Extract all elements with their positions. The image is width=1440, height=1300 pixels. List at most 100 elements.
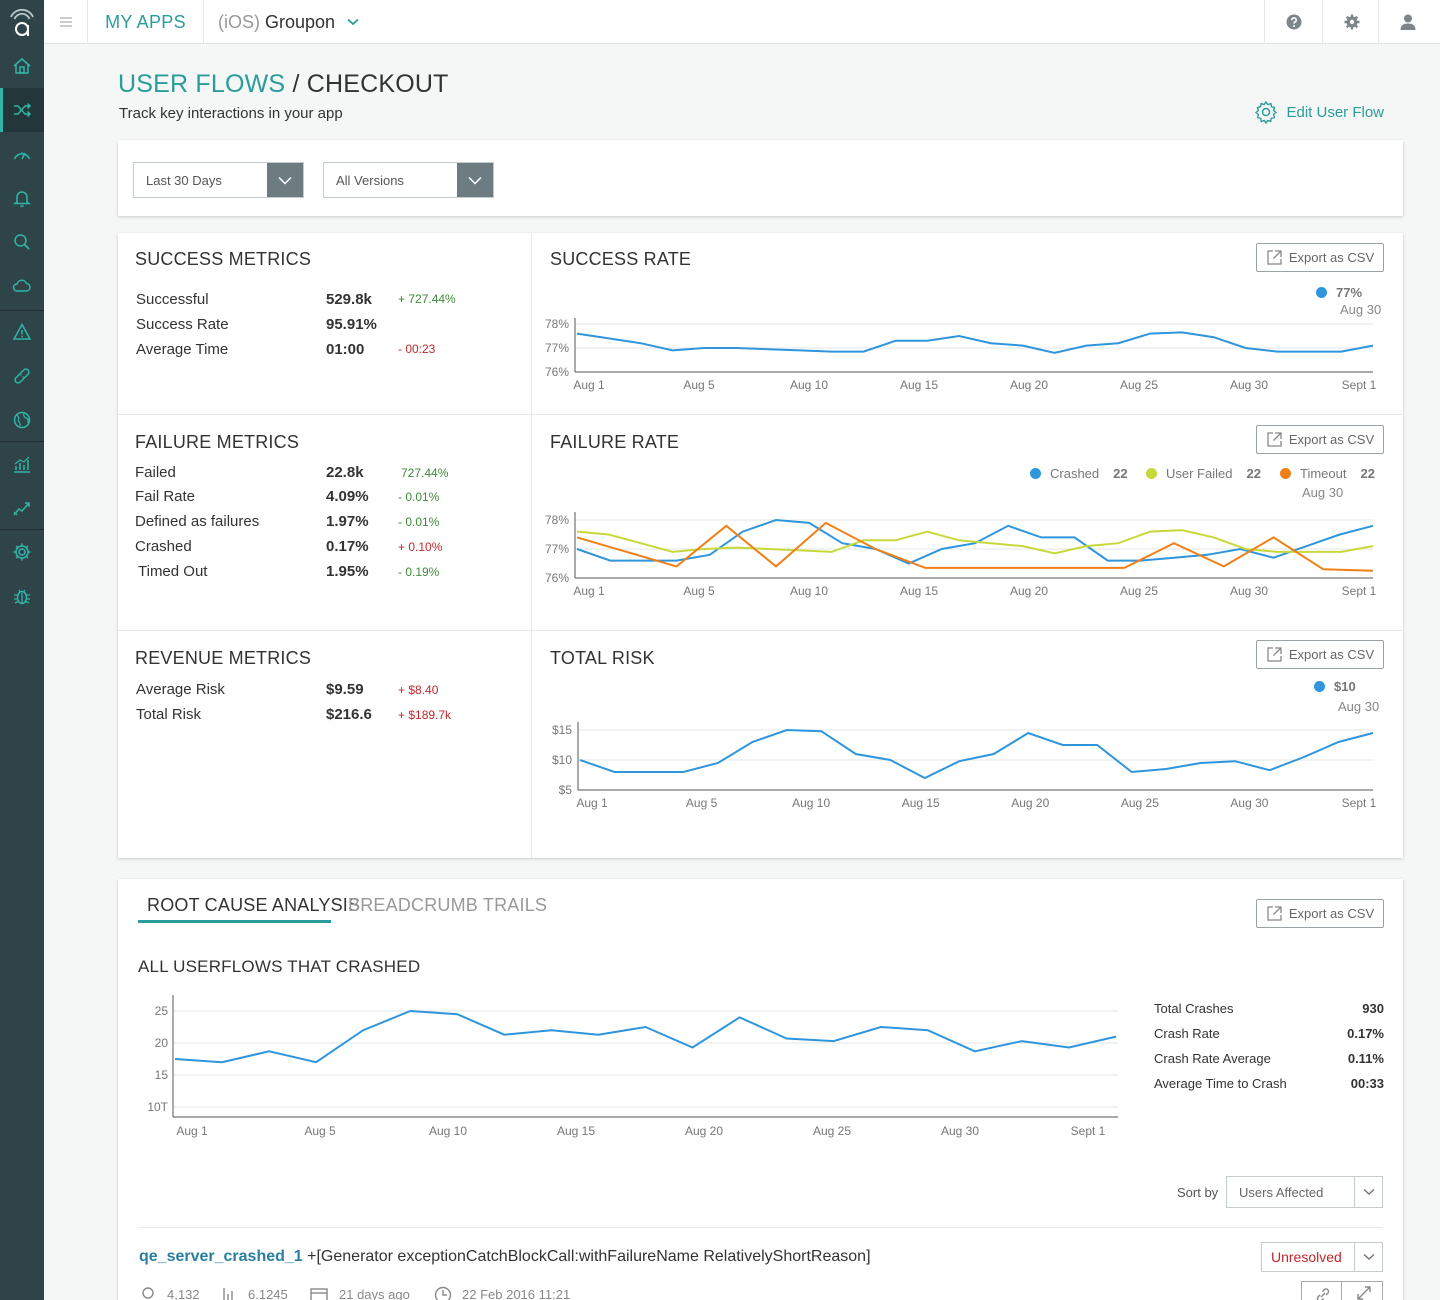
x-tick-label: Aug 10 bbox=[792, 796, 830, 810]
settings-button[interactable] bbox=[1322, 0, 1380, 44]
sidebar-item-geo[interactable] bbox=[0, 398, 44, 442]
breadcrumb-separator: / bbox=[292, 70, 300, 98]
page-subtitle: Track key interactions in your app bbox=[119, 105, 343, 122]
crash-name-link[interactable]: qe_server_crashed_1 bbox=[139, 1248, 303, 1265]
x-tick-label: Aug 15 bbox=[902, 796, 940, 810]
dropdown-toggle[interactable] bbox=[457, 163, 493, 197]
export-csv-button[interactable]: Export as CSV bbox=[1256, 899, 1384, 928]
y-tick-label: 10T bbox=[147, 1100, 168, 1114]
root-cause-card: ROOT CAUSE ANALYSIS BREADCRUMB TRAILS Ex… bbox=[118, 879, 1403, 1300]
dropdown-toggle[interactable] bbox=[1354, 1243, 1382, 1271]
tab-breadcrumb-trails[interactable]: BREADCRUMB TRAILS bbox=[348, 895, 548, 915]
sidebar-item-cloud[interactable] bbox=[0, 264, 44, 308]
x-tick-label: Sept 1 bbox=[1342, 378, 1377, 392]
location-icon bbox=[142, 1287, 154, 1299]
cloud-icon bbox=[12, 279, 31, 292]
y-tick-label: 78% bbox=[545, 513, 569, 527]
metric-value: 01:00 bbox=[326, 341, 365, 358]
profile-button[interactable] bbox=[1378, 0, 1436, 44]
breadcrumb-user-flows[interactable]: USER FLOWS bbox=[118, 70, 286, 98]
crashed-chart: 25 20 15 10T Aug 1 Aug 5 Aug 10 Aug 15 Aug 20 Aug… bbox=[147, 995, 1118, 1138]
sort-select[interactable]: Users Affected bbox=[1226, 1176, 1383, 1208]
sidebar-item-bugs[interactable] bbox=[0, 574, 44, 618]
tab-root-cause-analysis[interactable]: ROOT CAUSE ANALYSIS bbox=[147, 895, 361, 915]
success-rate-chart: 78% 77% 76% Aug 1 Aug 5 Aug 10 Aug 15 Aug 20 Aug… bbox=[545, 318, 1377, 392]
export-label: Export as CSV bbox=[1288, 906, 1375, 921]
bell-icon bbox=[12, 191, 32, 208]
help-icon bbox=[1286, 14, 1301, 30]
legend-dot bbox=[1030, 468, 1041, 479]
x-tick-label: Aug 10 bbox=[790, 378, 828, 392]
metric-label: Timed Out bbox=[138, 563, 208, 580]
dropdown-toggle[interactable] bbox=[267, 163, 303, 197]
edit-user-flow-button[interactable]: Edit User Flow bbox=[1254, 100, 1384, 124]
date-range-select[interactable]: Last 30 Days bbox=[133, 162, 304, 198]
metric-value: 1.97% bbox=[326, 513, 369, 530]
series-line bbox=[174, 1009, 1117, 1064]
expand-button[interactable] bbox=[1343, 1282, 1382, 1300]
x-tick-label: Aug 5 bbox=[683, 378, 715, 392]
metric-label: Average Risk bbox=[136, 681, 225, 698]
bar-chart-icon bbox=[14, 456, 30, 473]
legend-item-timeout: Timeout 22 bbox=[1280, 466, 1375, 481]
crash-row[interactable]: qe_server_crashed_1 +[Generator exceptio… bbox=[139, 1248, 871, 1266]
legend-name: Crashed bbox=[1050, 466, 1100, 481]
sidebar-item-home[interactable] bbox=[0, 44, 44, 88]
x-tick-label: Aug 1 bbox=[573, 584, 605, 598]
home-icon bbox=[13, 58, 31, 74]
metric-label: Total Risk bbox=[136, 706, 202, 723]
sidebar-item-trends[interactable] bbox=[0, 486, 44, 530]
sidebar-item-analytics[interactable] bbox=[0, 442, 44, 486]
legend-dot bbox=[1146, 468, 1157, 479]
export-icon bbox=[1267, 906, 1282, 921]
gear-icon bbox=[1344, 14, 1359, 30]
sidebar-item-search[interactable] bbox=[0, 220, 44, 264]
my-apps-link[interactable]: MY APPS bbox=[88, 0, 204, 44]
chevron-down-icon bbox=[347, 18, 359, 26]
x-tick-label: Aug 15 bbox=[557, 1124, 595, 1138]
export-csv-button[interactable]: Export as CSV bbox=[1256, 640, 1384, 669]
legend-name: Timeout bbox=[1300, 466, 1347, 481]
y-tick-label: 77% bbox=[545, 542, 569, 556]
link-button[interactable] bbox=[1302, 1282, 1342, 1300]
export-csv-button[interactable]: Export as CSV bbox=[1256, 243, 1384, 272]
metric-label: Fail Rate bbox=[135, 488, 196, 505]
legend-value: $10 bbox=[1334, 679, 1356, 694]
export-csv-button[interactable]: Export as CSV bbox=[1256, 425, 1384, 454]
sort-label: Sort by bbox=[1177, 1185, 1219, 1200]
failure-metrics-title: FAILURE METRICS bbox=[135, 432, 300, 452]
y-tick-label: 78% bbox=[545, 318, 569, 331]
meta-users: 4,132 bbox=[167, 1287, 200, 1300]
stat-label: Total Crashes bbox=[1154, 1001, 1234, 1016]
sidebar-item-user-flows[interactable] bbox=[0, 88, 44, 132]
metric-label: Crashed bbox=[135, 538, 192, 555]
dropdown-toggle[interactable] bbox=[1354, 1177, 1382, 1207]
stat-value: 0.17% bbox=[1347, 1026, 1384, 1041]
legend-item: 77% bbox=[1316, 285, 1362, 300]
sidebar-item-fixes[interactable] bbox=[0, 354, 44, 398]
app-logo[interactable] bbox=[0, 0, 44, 44]
x-tick-label: Aug 1 bbox=[573, 378, 605, 392]
menu-toggle[interactable] bbox=[44, 0, 88, 44]
gear-outline-icon bbox=[1255, 100, 1278, 124]
link-icon bbox=[1316, 1288, 1330, 1300]
x-tick-label: Sept 1 bbox=[1342, 796, 1377, 810]
export-label: Export as CSV bbox=[1288, 432, 1375, 447]
sidebar-item-alerts[interactable] bbox=[0, 176, 44, 220]
sidebar-item-settings[interactable] bbox=[0, 530, 44, 574]
sort-value: Users Affected bbox=[1239, 1184, 1324, 1200]
help-button[interactable] bbox=[1264, 0, 1322, 44]
legend-value: 77% bbox=[1336, 285, 1363, 300]
status-select[interactable]: Unresolved bbox=[1261, 1242, 1383, 1272]
export-icon bbox=[1267, 250, 1282, 265]
x-tick-label: Aug 1 bbox=[576, 796, 608, 810]
app-switcher[interactable]: (iOS) Groupon bbox=[218, 0, 359, 44]
version-select[interactable]: All Versions bbox=[323, 162, 494, 198]
calendar-icon bbox=[310, 1288, 328, 1300]
sidebar-item-warnings[interactable] bbox=[0, 310, 44, 354]
sidebar-item-performance[interactable] bbox=[0, 132, 44, 176]
chevron-down-icon bbox=[468, 176, 482, 185]
meta-version: 6.1245 bbox=[248, 1287, 288, 1300]
metric-value: 0.17% bbox=[326, 538, 369, 555]
metric-value: $216.6 bbox=[326, 706, 372, 723]
